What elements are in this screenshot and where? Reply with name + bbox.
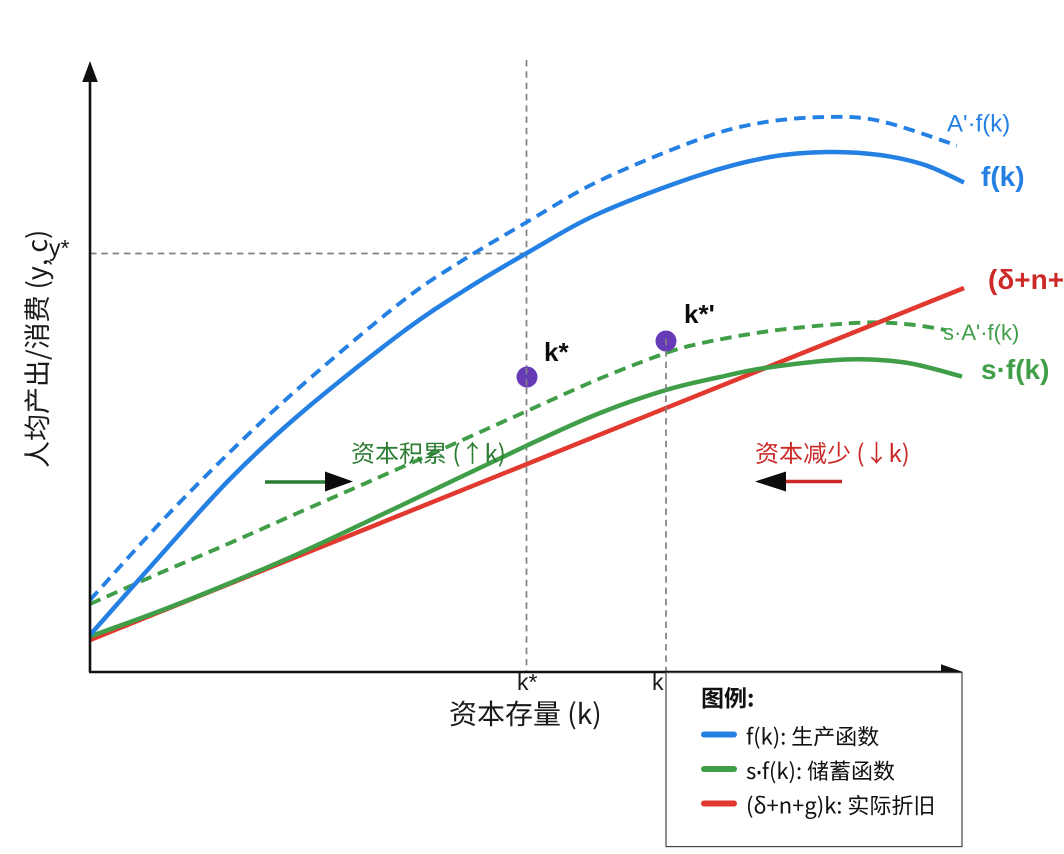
- svg-text:A'·f(k): A'·f(k): [947, 111, 1010, 138]
- svg-text:s·A'·f(k): s·A'·f(k): [943, 320, 1019, 345]
- svg-text:y*: y*: [49, 235, 70, 261]
- svg-text:(δ+n+g)k: (δ+n+g)k: [988, 264, 1064, 295]
- svg-text:f(k): f(k): [981, 161, 1025, 192]
- svg-text:k: k: [652, 669, 664, 695]
- svg-text:k*: k*: [544, 337, 569, 367]
- svg-text:s·f(k): s·f(k): [981, 354, 1049, 385]
- svg-text:k*: k*: [517, 669, 538, 695]
- svg-text:k*': k*': [684, 299, 715, 329]
